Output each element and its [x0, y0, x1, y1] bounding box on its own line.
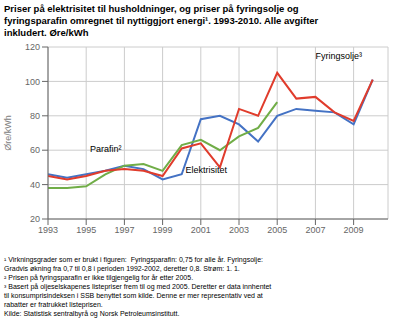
svg-text:2003: 2003 — [229, 225, 249, 235]
svg-text:2005: 2005 — [267, 225, 287, 235]
svg-text:Parafin²: Parafin² — [90, 144, 122, 154]
html-text:Priser på elektrisitet til hus: Priser på elektrisitet til husholdninger… — [4, 3, 319, 38]
svg-text:20: 20 — [30, 214, 40, 224]
svg-text:2001: 2001 — [191, 225, 211, 235]
svg-text:1993: 1993 — [38, 225, 58, 235]
svg-text:60: 60 — [30, 145, 40, 155]
svg-text:1999: 1999 — [153, 225, 173, 235]
svg-text:80: 80 — [30, 111, 40, 121]
svg-text:40: 40 — [30, 180, 40, 190]
svg-text:2009: 2009 — [344, 225, 364, 235]
svg-text:100: 100 — [25, 77, 40, 87]
svg-text:Øre/kWh: Øre/kWh — [8, 115, 13, 151]
svg-text:1995: 1995 — [76, 225, 96, 235]
svg-text:Fyringsolje³: Fyringsolje³ — [315, 51, 362, 61]
svg-text:120: 120 — [25, 42, 40, 52]
svg-text:1997: 1997 — [114, 225, 134, 235]
html-text:¹ Virkningsgrader som er brukt: ¹ Virkningsgrader som er brukt i figuren… — [4, 256, 272, 317]
svg-text:Elektrisitet: Elektrisitet — [186, 165, 228, 175]
svg-text:2007: 2007 — [305, 225, 325, 235]
